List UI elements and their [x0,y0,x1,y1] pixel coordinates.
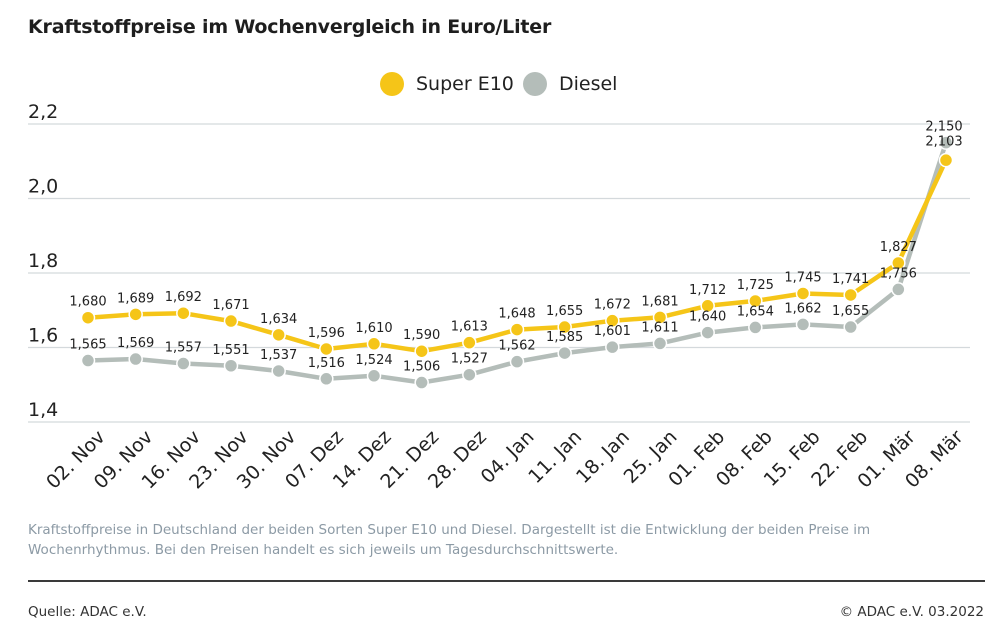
data-point-diesel [128,351,143,367]
data-point-super-e10 [509,322,525,337]
data-label-super-e10: 1,672 [594,298,631,313]
data-label-diesel: 1,569 [117,336,154,351]
data-label-diesel: 1,524 [355,353,392,368]
data-label-diesel: 1,551 [212,343,249,358]
series-points [80,135,954,390]
data-point-diesel [366,368,382,384]
data-point-diesel [843,319,858,335]
data-label-super-e10: 1,689 [117,291,154,306]
copyright-note: © ADAC e.V. 03.2022 [839,604,984,620]
data-label-diesel: 1,662 [784,301,821,316]
footer-divider [28,580,985,582]
data-point-super-e10 [938,152,954,168]
data-label-super-e10: 1,590 [403,328,440,343]
data-label-super-e10: 1,725 [737,278,774,293]
y-tick-label: 2,2 [28,101,58,123]
data-point-diesel [80,353,96,368]
data-label-super-e10: 1,634 [260,312,297,327]
data-label-super-e10: 1,680 [69,295,106,310]
data-label-diesel: 1,601 [594,324,631,339]
data-point-super-e10 [80,310,96,325]
data-label-super-e10: 1,648 [498,307,535,322]
data-point-diesel [462,367,477,382]
data-label-super-e10: 1,827 [880,240,917,255]
legend-swatch-super-e10 [380,72,404,96]
source-note: Quelle: ADAC e.V. [28,604,147,620]
data-label-diesel: 1,654 [737,304,774,319]
data-point-diesel [700,325,715,340]
data-label-diesel: 1,562 [498,339,535,354]
data-point-diesel [891,282,906,297]
data-point-diesel [223,358,239,374]
data-point-diesel [748,320,763,335]
data-point-diesel [271,363,286,379]
data-point-super-e10 [319,341,334,357]
data-label-diesel: 1,655 [832,304,869,319]
data-point-super-e10 [366,336,382,352]
y-tick-label: 2,0 [28,176,58,198]
data-label-super-e10: 1,596 [308,326,345,341]
y-tick-label: 1,8 [28,250,58,272]
data-label-super-e10: 1,681 [641,294,678,309]
data-point-diesel [795,317,811,332]
data-point-super-e10 [748,293,763,309]
data-point-super-e10 [271,327,286,343]
legend-label-super-e10: Super E10 [416,73,514,95]
data-point-diesel [557,345,572,361]
data-point-super-e10 [891,255,906,271]
chart-title: Kraftstoffpreise im Wochenvergleich in E… [28,16,552,38]
data-point-super-e10 [652,310,668,325]
data-label-diesel: 1,537 [260,348,297,363]
data-label-diesel: 1,506 [403,360,440,375]
data-point-diesel [319,371,334,387]
y-axis-ticks: 1,4 1,6 1,8 2,0 2,2 [28,101,58,421]
data-label-super-e10: 1,671 [212,298,249,313]
data-point-super-e10 [462,335,477,350]
data-point-super-e10 [557,319,572,335]
data-label-super-e10: 1,655 [546,304,583,319]
data-point-super-e10 [700,298,715,314]
legend: Super E10 Diesel [0,68,1008,100]
data-label-super-e10: 1,745 [784,270,821,285]
data-point-super-e10 [414,343,429,359]
data-label-diesel: 1,527 [451,352,488,367]
data-label-diesel: 1,585 [546,330,583,345]
data-label-super-e10: 2,103 [925,135,962,150]
data-point-diesel [652,336,668,351]
legend-item-diesel: Diesel [523,68,617,100]
data-point-super-e10 [128,307,143,322]
chart-description: Kraftstoffpreise in Deutschland der beid… [28,522,871,558]
data-point-diesel [414,375,429,390]
data-labels: 1,680 1,689 1,692 1,671 1,634 1,596 1,610 1,590… [69,120,962,375]
data-point-super-e10 [795,286,811,301]
data-label-super-e10: 1,712 [689,283,726,298]
data-point-diesel [605,339,620,355]
data-point-diesel [176,356,191,371]
data-label-diesel: 1,565 [69,338,106,353]
data-label-super-e10: 1,610 [355,321,392,336]
data-label-super-e10: 1,741 [832,272,869,287]
data-point-super-e10 [176,305,191,321]
data-label-diesel: 1,557 [165,341,202,356]
data-point-super-e10 [223,313,239,329]
gridlines [28,123,970,423]
data-label-super-e10: 1,692 [165,290,202,305]
data-label-diesel: 1,640 [689,310,726,325]
data-point-super-e10 [605,313,620,328]
data-label-diesel: 1,756 [880,266,917,281]
legend-label-diesel: Diesel [559,73,618,95]
data-label-diesel: 2,150 [925,120,962,135]
y-tick-label: 1,6 [28,325,58,347]
data-label-diesel: 1,611 [641,320,678,335]
data-label-super-e10: 1,613 [451,320,488,335]
data-point-diesel [938,135,954,150]
legend-swatch-diesel [523,72,547,96]
legend-item-super-e10: Super E10 [380,68,514,100]
y-tick-label: 1,4 [28,399,58,421]
data-point-diesel [509,354,525,369]
data-point-super-e10 [843,287,858,303]
data-label-diesel: 1,516 [308,356,345,371]
